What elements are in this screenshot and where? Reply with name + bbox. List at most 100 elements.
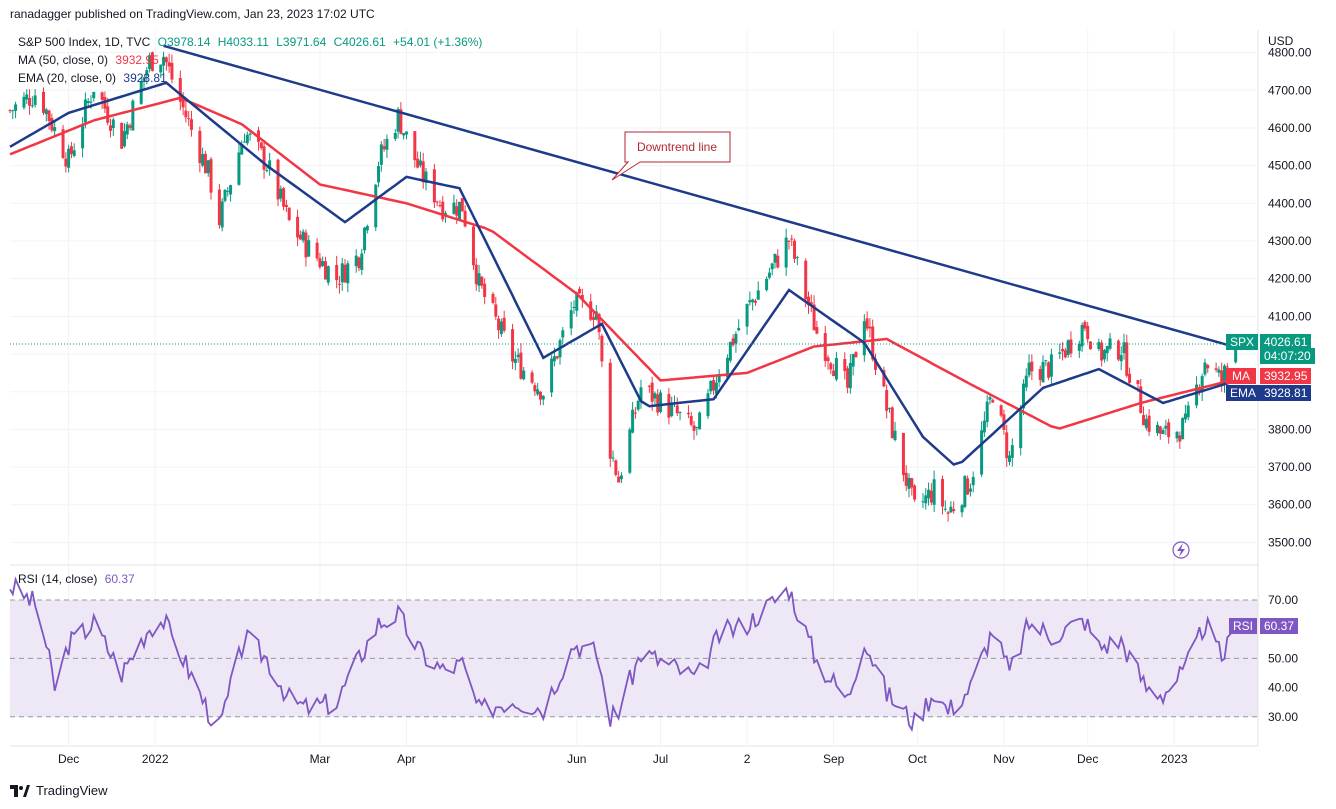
candle-body xyxy=(187,118,191,120)
candle xyxy=(921,493,925,509)
candle xyxy=(868,318,872,338)
candle-body xyxy=(608,362,612,459)
time-axis[interactable]: Dec 2022 Mar Apr Jun Jul 2 Sep Oct Nov Dec 2023 xyxy=(58,752,1188,766)
candle-body xyxy=(106,106,110,123)
candle xyxy=(1181,417,1185,440)
candle-body xyxy=(823,333,827,361)
candle xyxy=(1047,361,1051,381)
ma-tag-value: 3932.95 xyxy=(1260,368,1312,384)
time-tick-label: Nov xyxy=(993,752,1014,766)
candle-body xyxy=(511,329,515,362)
candle-body xyxy=(1010,445,1014,458)
candle-body xyxy=(815,327,819,334)
candle xyxy=(843,352,847,380)
candle-body xyxy=(243,141,247,143)
candle xyxy=(248,131,252,141)
candle xyxy=(890,406,894,439)
time-tick-label: Sep xyxy=(823,752,845,766)
candle-body xyxy=(670,403,674,416)
ma-legend[interactable]: MA (50, close, 0) 3932.95 xyxy=(18,53,159,67)
candle-body xyxy=(1144,418,1148,428)
ema20-line xyxy=(9,81,1237,466)
rsi-legend[interactable]: RSI (14, close) 60.37 xyxy=(18,572,135,586)
candle-body xyxy=(1220,370,1224,383)
candle xyxy=(1220,362,1224,392)
candle-body xyxy=(631,409,635,433)
candle-body xyxy=(1083,321,1087,329)
candle-body xyxy=(1030,361,1034,372)
candle-body xyxy=(382,146,386,150)
candle-body xyxy=(1024,375,1028,388)
ma-tag-label: MA xyxy=(1226,368,1256,384)
candle-body xyxy=(575,292,579,311)
candle-body xyxy=(385,138,389,150)
candle-body xyxy=(483,283,487,297)
rsi-tick-label: 30.00 xyxy=(1268,710,1298,724)
candle-body xyxy=(318,258,322,268)
candle xyxy=(203,150,207,174)
price-tick-label: 4600.00 xyxy=(1268,121,1312,135)
candle-body xyxy=(276,159,280,200)
candle xyxy=(538,391,542,406)
candle-body xyxy=(354,255,358,267)
candle-body xyxy=(712,380,716,391)
candle xyxy=(340,257,344,291)
candle xyxy=(357,256,361,272)
candle xyxy=(128,123,132,131)
downtrend-line[interactable] xyxy=(163,44,1237,349)
candle-body xyxy=(1167,422,1171,438)
candle-body xyxy=(901,432,905,476)
candle-body xyxy=(633,412,637,414)
candle-body xyxy=(67,148,71,168)
candle xyxy=(804,258,808,308)
candle-body xyxy=(393,133,397,139)
candle-body xyxy=(1102,349,1106,360)
candle xyxy=(11,109,15,120)
candle xyxy=(1024,368,1028,392)
lightning-icon[interactable] xyxy=(1172,541,1190,559)
candle xyxy=(913,484,917,502)
ema-legend[interactable]: EMA (20, close, 0) 3928.81 xyxy=(18,71,167,85)
price-axis[interactable]: 3500.003600.003700.003800.003900.004000.… xyxy=(1268,46,1312,550)
candle-body xyxy=(421,161,425,183)
candle-body xyxy=(614,460,618,475)
candle-body xyxy=(279,188,283,199)
candle-body xyxy=(748,300,752,303)
candle-body xyxy=(463,210,467,227)
main-legend[interactable]: S&P 500 Index, 1D, TVC O3978.14 H4033.11… xyxy=(18,35,482,49)
candle xyxy=(1222,364,1226,393)
candle xyxy=(343,258,347,283)
candle xyxy=(1122,333,1126,360)
candle xyxy=(611,450,615,462)
candle xyxy=(670,396,674,418)
candle xyxy=(846,365,850,394)
candle-body xyxy=(1147,415,1151,432)
candle xyxy=(72,143,76,158)
candle-body xyxy=(1136,380,1140,384)
footer[interactable]: TradingView xyxy=(10,783,108,798)
candle xyxy=(882,366,886,388)
candle-body xyxy=(882,370,886,387)
candle xyxy=(1167,418,1171,444)
candle-body xyxy=(689,416,693,425)
candle-body xyxy=(1214,368,1218,370)
candle-body xyxy=(530,372,534,383)
candle-body xyxy=(1097,342,1101,350)
candle-body xyxy=(1195,384,1199,406)
candle xyxy=(1044,359,1048,367)
candle-body xyxy=(706,393,710,417)
candle-body xyxy=(773,253,777,263)
candle-body xyxy=(265,170,269,172)
annotation-callout[interactable]: Downtrend line xyxy=(611,131,731,181)
candle-body xyxy=(1203,362,1207,375)
candle xyxy=(1105,345,1109,362)
candle xyxy=(1027,354,1031,378)
candle-body xyxy=(162,56,166,66)
candle-body xyxy=(494,304,498,317)
candle xyxy=(826,355,830,370)
rsi-tick-label: 40.00 xyxy=(1268,681,1298,695)
price-tick-label: 4400.00 xyxy=(1268,196,1312,210)
candle xyxy=(111,117,115,136)
candle-body xyxy=(653,393,657,399)
